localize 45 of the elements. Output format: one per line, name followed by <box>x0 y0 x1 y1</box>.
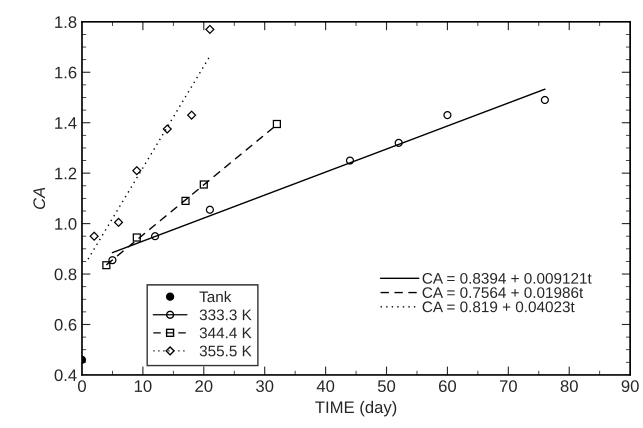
point <box>205 24 214 34</box>
point <box>394 138 403 147</box>
point <box>540 96 549 104</box>
y-tick-label: 1.8 <box>55 16 76 28</box>
y-tick-label: 0.6 <box>54 318 76 331</box>
point <box>108 256 117 264</box>
x-tick-label: 10 <box>134 380 152 392</box>
point <box>206 206 214 214</box>
x-tick-label: 50 <box>378 380 396 392</box>
point <box>162 124 172 134</box>
y-tick-label: 1.0 <box>55 218 76 230</box>
point <box>272 120 281 128</box>
legend-label: Tank <box>199 290 232 302</box>
x-tick-label: 0 <box>78 380 86 392</box>
point <box>102 261 110 270</box>
x-tick-label: 70 <box>500 380 517 392</box>
x-tick-label: 20 <box>195 380 212 392</box>
point <box>346 156 354 165</box>
x-tick-label: 90 <box>622 380 639 392</box>
legend-label: CA = 0.8394 + 0.009121t <box>422 272 592 284</box>
y-tick-label: 0.8 <box>54 268 76 280</box>
point <box>200 180 208 189</box>
legend-label: 355.5 K <box>200 346 252 356</box>
legend-label: 333.3 K <box>200 309 252 320</box>
point <box>114 218 124 227</box>
x-tick-label: 30 <box>256 380 274 392</box>
point <box>132 233 141 242</box>
x-tick-label: 60 <box>439 380 456 392</box>
y-axis-title: CA <box>33 188 46 210</box>
legend-label: CA = 0.7564 + 0.01986t <box>422 287 584 298</box>
y-tick-label: 1.6 <box>55 66 76 78</box>
point <box>90 232 99 241</box>
x-axis-title: TIME (day) <box>315 400 396 416</box>
x-tick-label: 80 <box>560 380 578 392</box>
point <box>150 232 160 240</box>
y-tick-label: 1.4 <box>55 117 77 129</box>
point <box>181 196 190 205</box>
legend-label: CA = 0.819 + 0.04023t <box>422 301 575 312</box>
point <box>132 166 142 176</box>
x-tick-label: 40 <box>316 380 334 392</box>
point <box>443 111 452 120</box>
y-tick-label: 0.4 <box>54 369 77 382</box>
point <box>187 110 196 120</box>
y-tick-label: 1.2 <box>55 168 76 180</box>
legend-label: 344.4 K <box>200 328 252 338</box>
